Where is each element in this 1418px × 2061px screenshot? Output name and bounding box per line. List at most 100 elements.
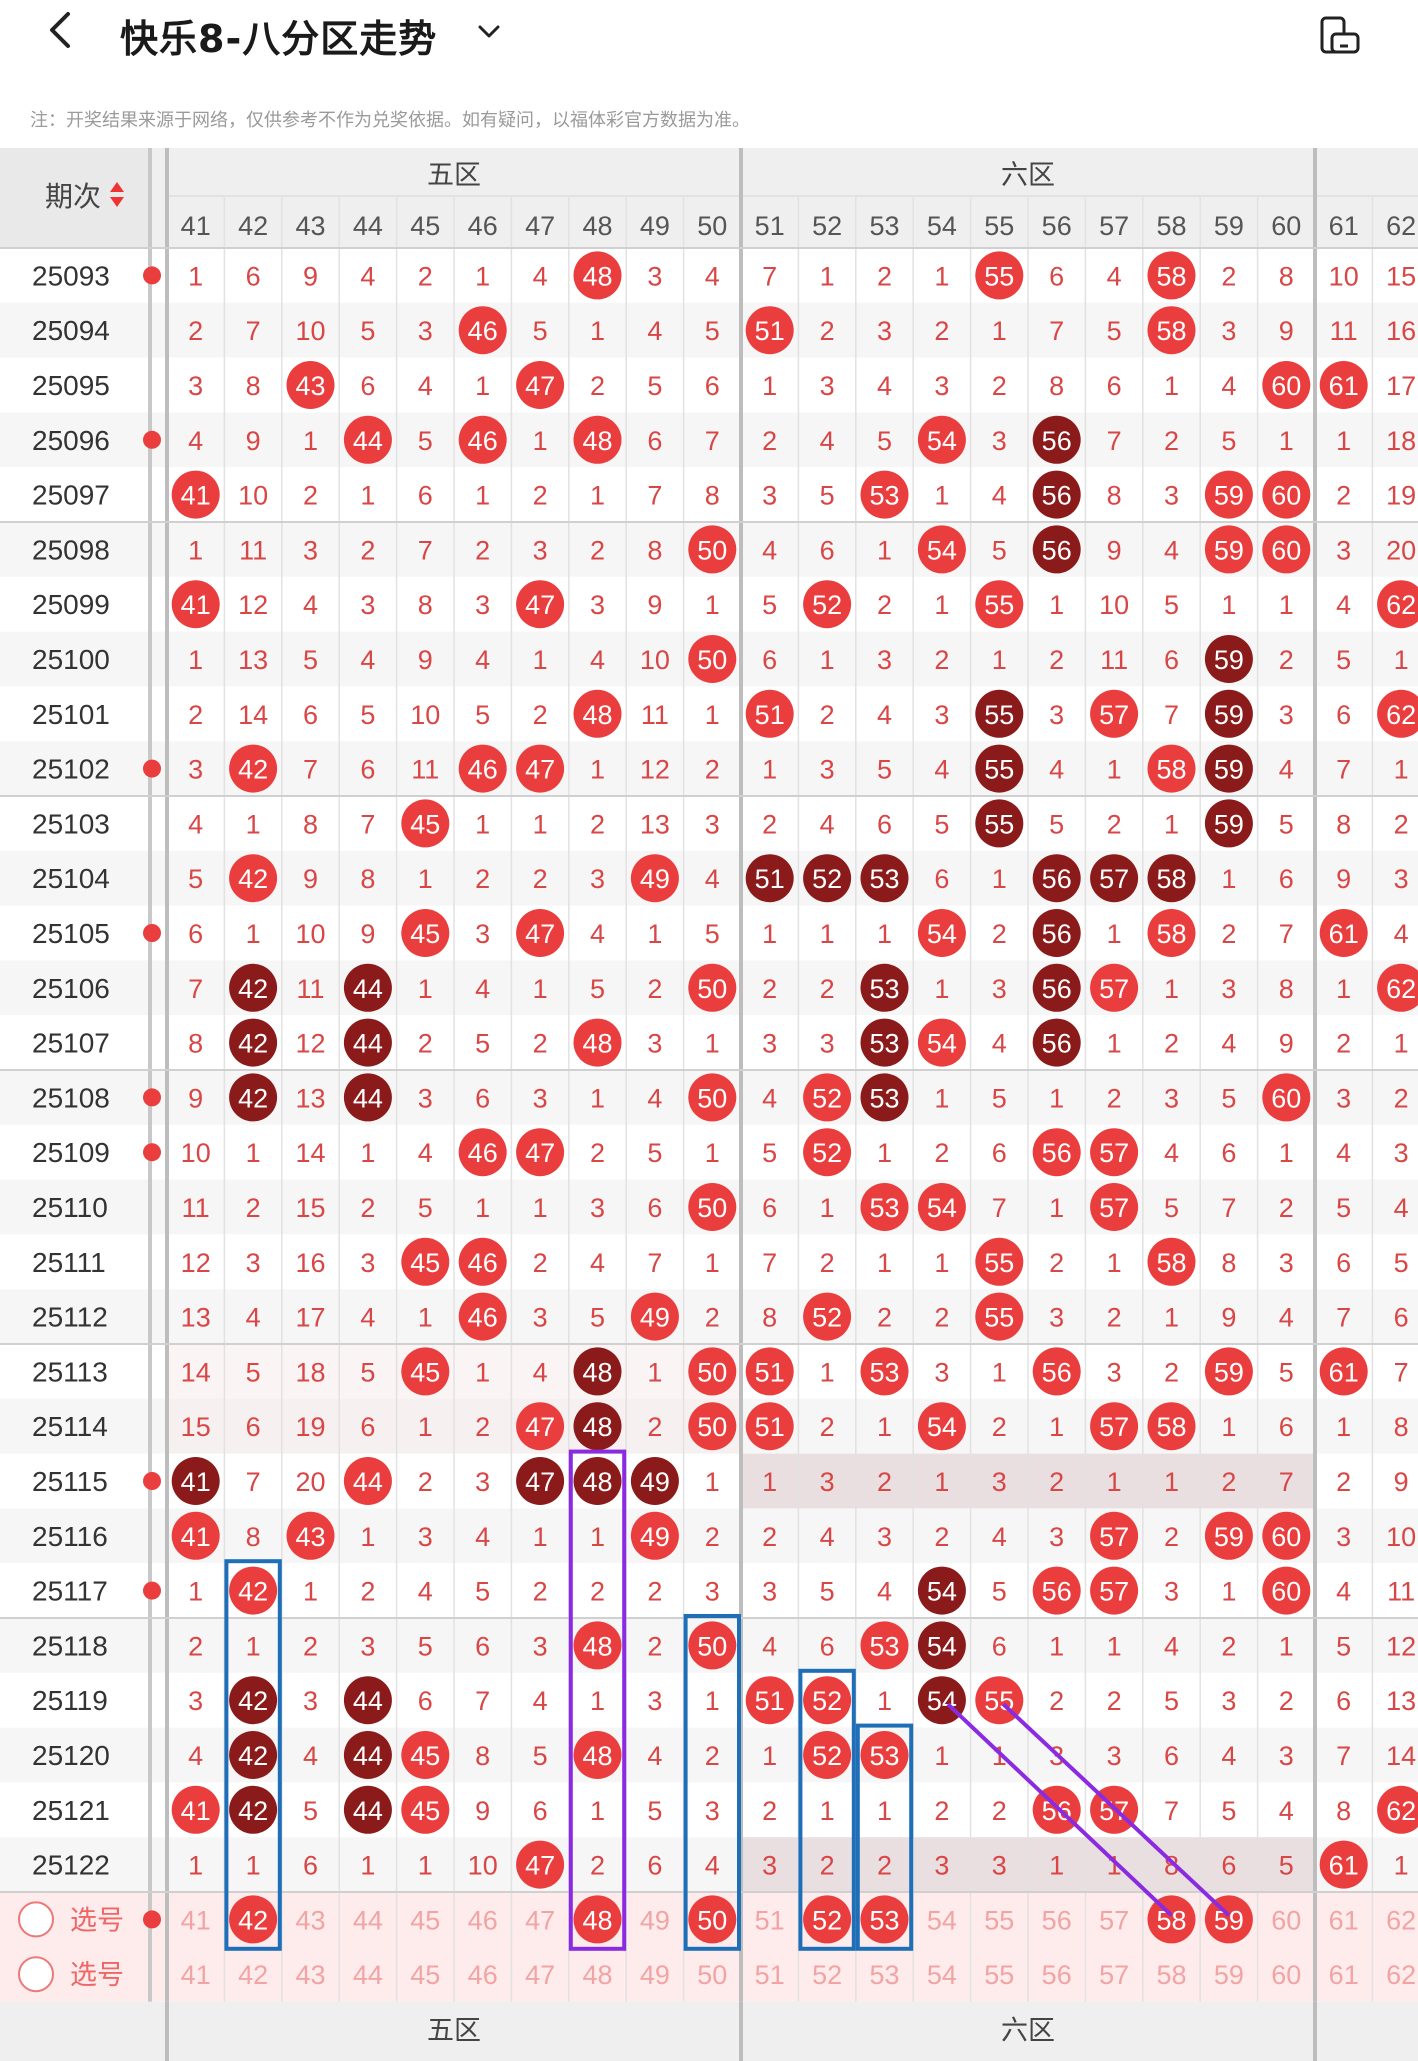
drawn-number-ball[interactable] [630, 1511, 679, 1560]
drawn-number-ball[interactable] [401, 799, 450, 848]
select-number-option[interactable]: 47 [525, 1960, 555, 1990]
drawn-number-ball[interactable] [401, 1785, 450, 1834]
drawn-number-ball[interactable] [1377, 689, 1418, 738]
drawn-number-ball[interactable] [229, 744, 278, 793]
drawn-number-ball[interactable] [630, 1292, 679, 1341]
drawn-number-ball[interactable] [630, 854, 679, 903]
selected-number-ball[interactable] [803, 1895, 852, 1944]
drawn-number-ball[interactable] [343, 1018, 392, 1067]
select-row-label[interactable]: 选号 [70, 1960, 124, 1990]
drawn-number-ball[interactable] [573, 1731, 622, 1779]
column-header[interactable]: 59 [1214, 211, 1244, 241]
drawn-number-ball[interactable] [1204, 744, 1253, 793]
drawn-number-ball[interactable] [171, 470, 220, 519]
column-header[interactable]: 57 [1099, 211, 1129, 241]
column-header[interactable]: 47 [525, 211, 555, 241]
column-header[interactable]: 45 [410, 211, 440, 241]
drawn-number-ball[interactable] [1090, 1402, 1139, 1451]
select-number-option[interactable]: 62 [1386, 1905, 1416, 1935]
drawn-number-ball[interactable] [229, 1676, 278, 1725]
drawn-number-ball[interactable] [1319, 1840, 1368, 1889]
drawn-number-ball[interactable] [1147, 1402, 1196, 1451]
drawn-number-ball[interactable] [343, 1457, 392, 1505]
drawn-number-ball[interactable] [1090, 1183, 1139, 1231]
drawn-number-ball[interactable] [458, 415, 507, 464]
drawn-number-ball[interactable] [171, 1457, 220, 1505]
drawn-number-ball[interactable] [860, 1621, 909, 1670]
drawn-number-ball[interactable] [803, 1676, 852, 1725]
select-number-option[interactable]: 54 [927, 1905, 957, 1935]
drawn-number-ball[interactable] [1090, 689, 1139, 738]
drawn-number-ball[interactable] [745, 854, 794, 903]
select-number-option[interactable]: 49 [640, 1905, 670, 1935]
drawn-number-ball[interactable] [1090, 963, 1139, 1012]
drawn-number-ball[interactable] [458, 1128, 507, 1177]
drawn-number-ball[interactable] [975, 251, 1024, 300]
drawn-number-ball[interactable] [1319, 1347, 1368, 1396]
column-header[interactable]: 55 [984, 211, 1014, 241]
select-number-option[interactable]: 54 [927, 1960, 957, 1990]
select-number-option[interactable]: 44 [353, 1960, 383, 1990]
drawn-number-ball[interactable] [229, 1018, 278, 1067]
column-header[interactable]: 56 [1042, 211, 1072, 241]
drawn-number-ball[interactable] [860, 1347, 909, 1396]
drawn-number-ball[interactable] [1262, 1073, 1311, 1122]
column-header[interactable]: 50 [697, 211, 727, 241]
drawn-number-ball[interactable] [401, 909, 450, 957]
select-number-option[interactable]: 61 [1329, 1905, 1359, 1935]
column-header[interactable]: 54 [927, 211, 957, 241]
drawn-number-ball[interactable] [975, 744, 1024, 793]
select-number-option[interactable]: 49 [640, 1960, 670, 1990]
drawn-number-ball[interactable] [803, 1128, 852, 1177]
select-number-option[interactable]: 61 [1329, 1960, 1359, 1990]
drawn-number-ball[interactable] [745, 306, 794, 355]
select-number-option[interactable]: 41 [181, 1905, 211, 1935]
drawn-number-ball[interactable] [1319, 909, 1368, 957]
select-number-option[interactable]: 57 [1099, 1960, 1129, 1990]
drawn-number-ball[interactable] [688, 1347, 737, 1396]
drawn-number-ball[interactable] [1204, 470, 1253, 519]
drawn-number-ball[interactable] [516, 1840, 565, 1889]
column-header[interactable]: 51 [755, 211, 785, 241]
drawn-number-ball[interactable] [1090, 1566, 1139, 1615]
drawn-number-ball[interactable] [573, 1347, 622, 1396]
select-radio-icon[interactable] [18, 1956, 54, 1993]
drawn-number-ball[interactable] [343, 1073, 392, 1122]
drawn-number-ball[interactable] [171, 1511, 220, 1560]
drawn-number-ball[interactable] [1032, 854, 1081, 903]
select-number-option[interactable]: 56 [1042, 1905, 1072, 1935]
column-header[interactable]: 44 [353, 211, 383, 241]
drawn-number-ball[interactable] [688, 1073, 737, 1122]
drawn-number-ball[interactable] [516, 1128, 565, 1177]
drawn-number-ball[interactable] [573, 689, 622, 738]
drawn-number-ball[interactable] [1032, 1566, 1081, 1615]
drawn-number-ball[interactable] [1204, 525, 1253, 574]
drawn-number-ball[interactable] [343, 1785, 392, 1834]
drawn-number-ball[interactable] [1262, 1511, 1311, 1560]
drawn-number-ball[interactable] [745, 1347, 794, 1396]
drawn-number-ball[interactable] [516, 744, 565, 793]
select-radio-icon[interactable] [18, 1901, 54, 1938]
drawn-number-ball[interactable] [573, 1402, 622, 1451]
drawn-number-ball[interactable] [860, 963, 909, 1012]
column-header[interactable]: 52 [812, 211, 842, 241]
drawn-number-ball[interactable] [458, 1237, 507, 1286]
drawn-number-ball[interactable] [229, 854, 278, 903]
select-number-option[interactable]: 58 [1156, 1960, 1186, 1990]
drawn-number-ball[interactable] [688, 635, 737, 683]
drawn-number-ball[interactable] [171, 580, 220, 629]
selected-number-ball[interactable] [688, 1895, 737, 1944]
drawn-number-ball[interactable] [458, 744, 507, 793]
drawn-number-ball[interactable] [917, 525, 966, 574]
drawn-number-ball[interactable] [803, 1731, 852, 1779]
drawn-number-ball[interactable] [860, 1018, 909, 1067]
drawn-number-ball[interactable] [745, 1402, 794, 1451]
select-number-option[interactable]: 44 [353, 1905, 383, 1935]
drawn-number-ball[interactable] [917, 415, 966, 464]
drawn-number-ball[interactable] [1204, 689, 1253, 738]
drawn-number-ball[interactable] [573, 251, 622, 300]
drawn-number-ball[interactable] [573, 1457, 622, 1505]
drawn-number-ball[interactable] [860, 854, 909, 903]
select-number-option[interactable]: 55 [984, 1905, 1014, 1935]
